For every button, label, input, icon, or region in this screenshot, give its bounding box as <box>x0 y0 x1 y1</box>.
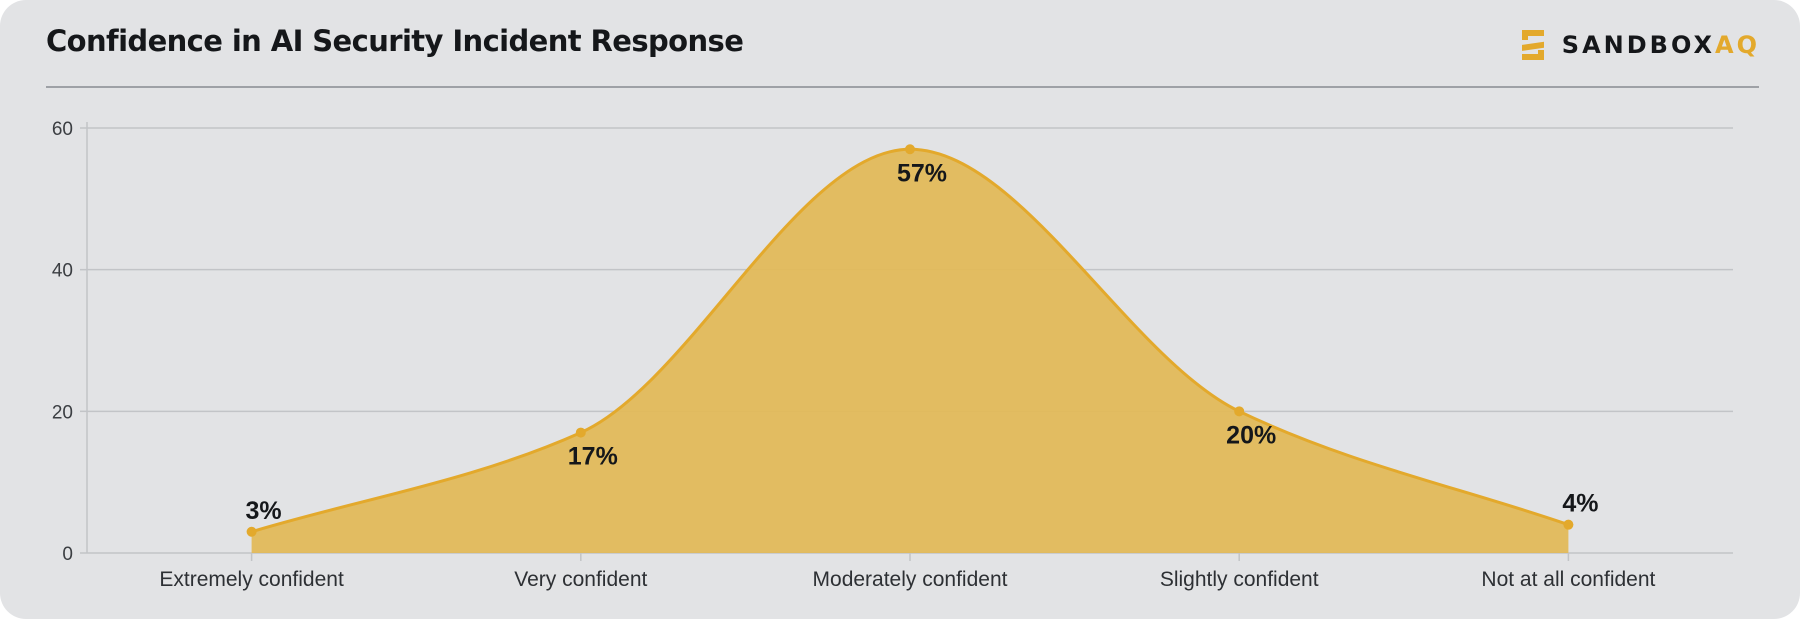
y-axis-labels: 0 20 40 60 <box>52 119 73 565</box>
x-category-label: Very confident <box>514 568 647 591</box>
y-tick-label: 20 <box>52 402 73 423</box>
logo-wordmark-main: SANDBOX <box>1561 31 1716 59</box>
data-labels: 3% 17% 57% 20% 4% <box>246 159 1599 525</box>
sandboxaq-logo-icon <box>1521 30 1544 60</box>
data-label: 3% <box>246 497 282 525</box>
data-points <box>246 144 1574 537</box>
area-fill <box>251 149 1569 553</box>
data-point[interactable] <box>905 144 915 155</box>
data-label: 17% <box>568 443 618 471</box>
logo-wordmark: SANDBOXAQ <box>1562 31 1760 59</box>
data-label: 4% <box>1562 490 1598 518</box>
data-point[interactable] <box>1234 406 1245 417</box>
y-tick-label: 0 <box>62 544 73 565</box>
y-tick-label: 60 <box>52 119 73 140</box>
x-category-label: Extremely confident <box>159 568 344 591</box>
x-axis-labels: Extremely confident Very confident Moderat… <box>159 568 1655 591</box>
y-tick-label: 40 <box>52 261 73 282</box>
series-area <box>251 147 1569 553</box>
data-point[interactable] <box>246 526 257 537</box>
data-label: 57% <box>897 159 947 187</box>
chart-title: Confidence in AI Security Incident Respo… <box>46 24 744 58</box>
x-category-label: Moderately confident <box>813 568 1008 591</box>
data-point[interactable] <box>1563 519 1574 530</box>
x-category-label: Slightly confident <box>1160 568 1319 591</box>
header-divider <box>46 86 1759 88</box>
logo-wordmark-accent: AQ <box>1715 31 1760 59</box>
x-category-label: Not at all confident <box>1481 568 1655 591</box>
brand-logo: SANDBOXAQ <box>1514 24 1760 66</box>
data-label: 20% <box>1226 421 1276 449</box>
data-point[interactable] <box>575 427 586 438</box>
